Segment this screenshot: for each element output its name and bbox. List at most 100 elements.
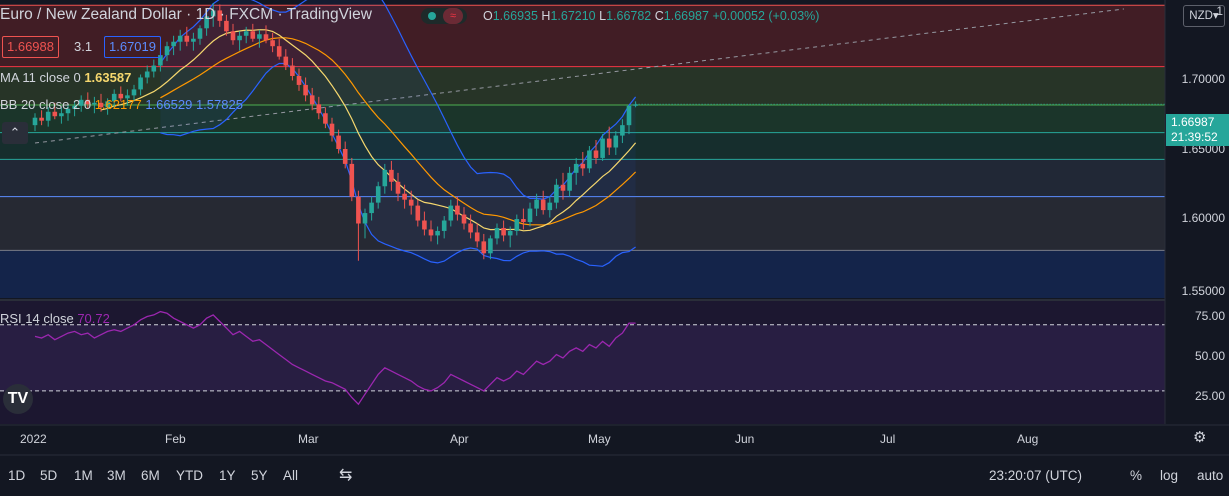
candle-body: [580, 163, 586, 169]
log-toggle[interactable]: log: [1160, 468, 1179, 483]
ma-legend[interactable]: MA 11 close 0 1.63587: [0, 70, 132, 85]
candle-body: [296, 75, 302, 85]
price-tick: 1.70000: [1181, 72, 1225, 86]
range-1m[interactable]: 1M: [74, 468, 93, 483]
market-open-icon: [428, 12, 436, 20]
candle-body: [389, 169, 394, 182]
candle-body: [250, 31, 256, 39]
candle-body: [336, 135, 341, 149]
candle-body: [316, 104, 322, 114]
candle-body: [560, 184, 566, 191]
candle-body: [309, 95, 315, 105]
candle-body: [540, 199, 546, 211]
candle-body: [362, 213, 368, 224]
candle-body: [105, 101, 110, 108]
auto-toggle[interactable]: auto: [1197, 468, 1224, 483]
symbol-title[interactable]: Euro / New Zealand Dollar · 1D · FXCM · …: [0, 6, 372, 23]
candle-body: [534, 199, 539, 209]
candle-body: [164, 46, 170, 56]
candle-body: [554, 184, 559, 203]
candle-body: [276, 46, 282, 57]
time-label: Jun: [735, 432, 755, 446]
candle-body: [527, 208, 533, 223]
candle-body: [613, 135, 619, 148]
time-label: Aug: [1017, 432, 1039, 446]
market-status-pill[interactable]: ≈: [421, 8, 467, 24]
candle-body: [230, 31, 236, 41]
interval-label[interactable]: 1D: [195, 6, 216, 23]
utc-clock[interactable]: 23:20:07 (UTC): [989, 468, 1083, 483]
fib-zone: [0, 66, 1165, 106]
candle-body: [395, 181, 401, 194]
range-6m[interactable]: 6M: [141, 468, 160, 483]
fib-zone: [0, 5, 1165, 67]
bb-legend[interactable]: BB 20 close 2 0 1.62177 1.66529 1.57825: [0, 97, 243, 112]
fib-zone: [0, 105, 1165, 133]
range-3m[interactable]: 3M: [107, 468, 126, 483]
symbol-name: Euro / New Zealand Dollar: [0, 6, 182, 23]
range-ytd[interactable]: YTD: [176, 468, 203, 483]
sell-button[interactable]: 1.66988: [2, 36, 59, 58]
candle-body: [481, 241, 487, 254]
candle-body: [131, 89, 137, 96]
trend-line: [34, 8, 1125, 144]
candle-body: [263, 34, 269, 41]
candle-body: [151, 65, 157, 72]
candle-body: [210, 10, 216, 17]
candle-body: [204, 16, 209, 29]
collapse-legend-button[interactable]: ⌃: [2, 122, 28, 144]
candle-body: [45, 111, 51, 121]
candle-body: [65, 108, 71, 114]
candle-body: [138, 77, 143, 90]
rsi-tick: 75.00: [1194, 309, 1225, 323]
wave-icon: ≈: [443, 8, 463, 24]
price-tick: 1.55000: [1181, 284, 1225, 298]
buy-button[interactable]: 1.67019: [104, 36, 161, 58]
price-tick-top: 1: [1216, 4, 1223, 18]
settings-gear-icon[interactable]: ⚙: [1193, 429, 1207, 446]
exchange-label: FXCM: [229, 6, 274, 23]
candle-body: [118, 93, 124, 99]
tradingview-logo-icon[interactable]: TV: [3, 384, 33, 414]
candle-body: [474, 232, 480, 242]
bb-basis-line: [160, 37, 637, 226]
time-label: 2022: [20, 432, 47, 446]
candle-body: [593, 150, 599, 158]
range-1y[interactable]: 1Y: [219, 468, 236, 483]
rsi-legend[interactable]: RSI 14 close 70.72: [0, 311, 110, 326]
platform-label: TradingView: [286, 6, 372, 23]
range-5y[interactable]: 5Y: [251, 468, 268, 483]
candle-body: [92, 102, 97, 105]
time-label: Feb: [165, 432, 186, 446]
candle-body: [422, 220, 427, 230]
range-5d[interactable]: 5D: [40, 468, 58, 483]
candle-body: [303, 84, 308, 96]
candle-body: [32, 117, 38, 126]
candle-body: [98, 102, 104, 108]
currency-selector[interactable]: NZD▾: [1183, 5, 1225, 27]
candle-body: [342, 149, 348, 164]
candle-body: [356, 196, 361, 224]
candle-body: [217, 10, 223, 21]
candle-body: [144, 71, 150, 78]
candle-body: [283, 56, 289, 66]
candle-body: [171, 41, 176, 47]
candle-body: [39, 117, 44, 121]
bb-lower-line: [160, 62, 636, 267]
goto-date-icon[interactable]: ⇆: [339, 467, 353, 484]
candle-body: [243, 31, 249, 36]
chart-canvas[interactable]: [0, 0, 1229, 456]
candle-body: [408, 199, 414, 206]
candle-body: [52, 111, 58, 117]
percent-toggle[interactable]: %: [1130, 468, 1143, 483]
candle-body: [85, 99, 91, 105]
candle-countdown: 21:39:52: [1171, 130, 1218, 144]
candle-body: [125, 95, 130, 99]
range-1d[interactable]: 1D: [8, 468, 26, 483]
candle-body: [78, 99, 84, 106]
rsi-tick: 50.00: [1194, 349, 1225, 363]
bottom-toolbar: 1D 5D 1M 3M 6M YTD 1Y 5Y All ⇆ 23:20:07 …: [0, 456, 1229, 496]
candle-body: [435, 230, 440, 236]
candle-body: [626, 105, 632, 126]
range-all[interactable]: All: [283, 468, 299, 483]
